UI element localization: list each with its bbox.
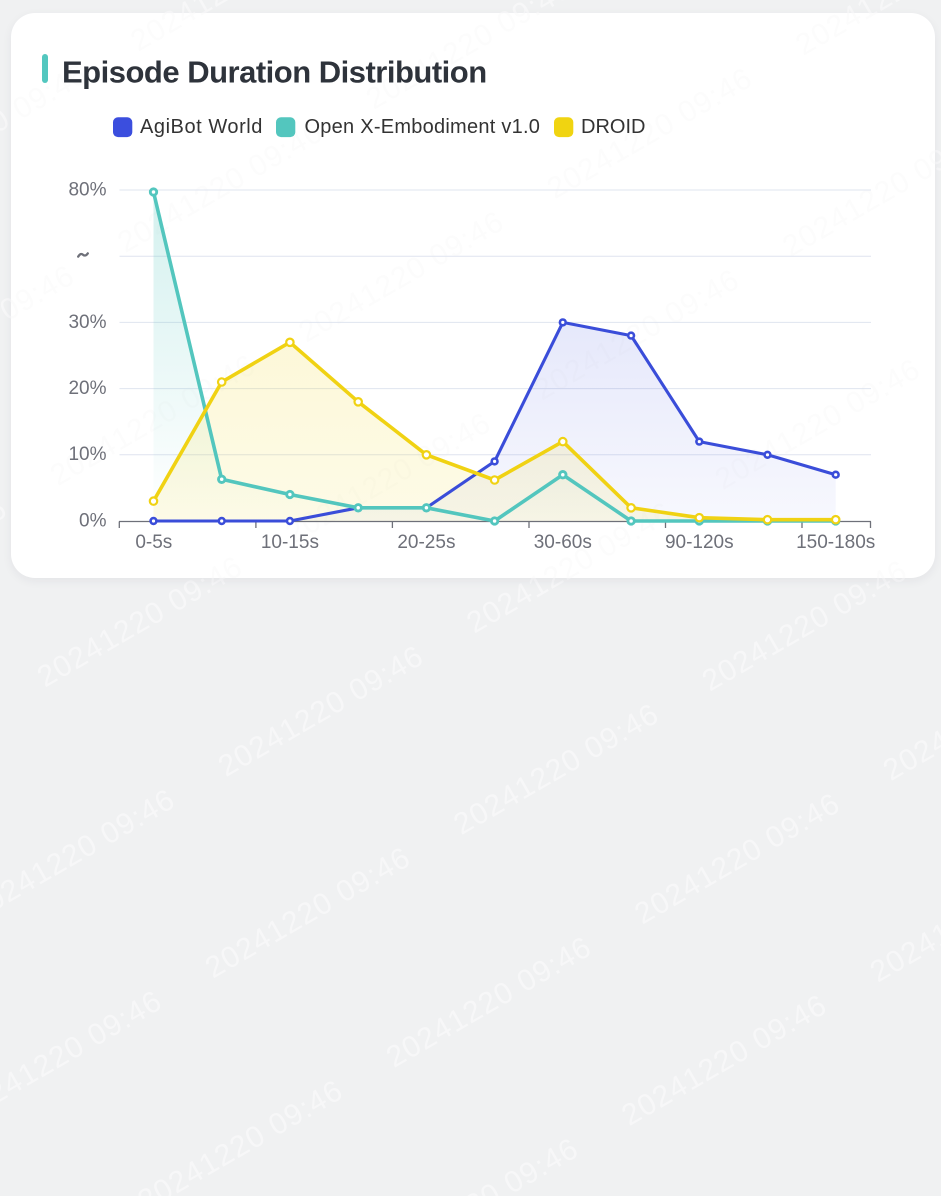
svg-text:20%: 20%: [68, 378, 106, 399]
svg-text:90-120s: 90-120s: [665, 532, 734, 553]
svg-text:DROID: DROID: [581, 116, 645, 138]
svg-text:80%: 80%: [68, 179, 106, 200]
svg-text:Open X-Embodiment v1.0: Open X-Embodiment v1.0: [305, 116, 541, 138]
svg-text:AgiBot World: AgiBot World: [140, 116, 263, 138]
svg-text:0-5s: 0-5s: [135, 532, 172, 553]
svg-text:30%: 30%: [68, 312, 106, 333]
svg-text:Episode Duration Distribution: Episode Duration Distribution: [62, 55, 487, 90]
svg-text:150-180s: 150-180s: [796, 532, 875, 553]
svg-text:10-15s: 10-15s: [261, 532, 319, 553]
svg-text:20-25s: 20-25s: [397, 532, 455, 553]
svg-text:30-60s: 30-60s: [534, 532, 592, 553]
svg-text:0%: 0%: [79, 510, 107, 531]
svg-text:10%: 10%: [68, 444, 106, 465]
